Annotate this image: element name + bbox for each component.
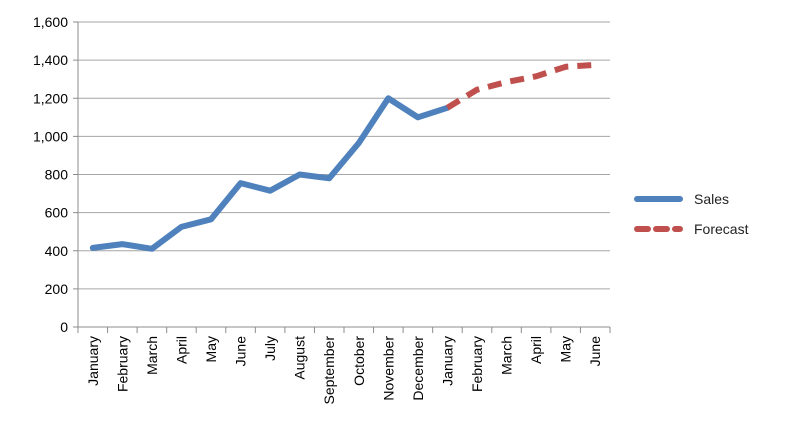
x-tick-label: January <box>85 336 101 386</box>
y-tick-label: 1,400 <box>33 52 68 68</box>
legend: Sales Forecast <box>634 191 749 237</box>
x-tick-label: March <box>144 336 160 375</box>
y-tick-label: 600 <box>45 205 69 221</box>
x-tick-label: May <box>203 336 219 362</box>
y-tick-label: 200 <box>45 281 69 297</box>
x-tick-label: November <box>380 336 396 401</box>
series-lines <box>89 61 596 252</box>
x-tick-label: June <box>233 336 249 367</box>
y-tick-label: 400 <box>45 243 69 259</box>
x-tick-label: July <box>262 336 278 361</box>
x-tick-label: February <box>469 336 485 392</box>
x-tick-labels: January February March April May June July Augu… <box>85 336 603 405</box>
x-tick-label: April <box>173 336 189 364</box>
x-tick-label: June <box>587 336 603 367</box>
y-tick-labels: 0 200 400 600 800 1,000 1,200 1,400 1,600 <box>33 14 68 335</box>
axes <box>73 21 611 333</box>
legend-label-sales: Sales <box>694 191 729 207</box>
series-line-sales <box>89 95 451 252</box>
x-tick-label: August <box>292 336 308 380</box>
y-tick-label: 1,200 <box>33 90 68 106</box>
x-tick-label: February <box>114 336 130 392</box>
y-tick-label: 1,600 <box>33 14 68 30</box>
y-tick-label: 0 <box>60 319 68 335</box>
legend-label-forecast: Forecast <box>694 221 749 237</box>
x-tick-label: May <box>558 336 574 362</box>
y-tick-label: 1,000 <box>33 128 68 144</box>
x-tick-label: March <box>499 336 515 375</box>
x-tick-label: October <box>351 336 367 386</box>
x-tick-label: April <box>528 336 544 364</box>
series-line-forecast <box>445 61 596 111</box>
x-tick-label: December <box>410 336 426 401</box>
gridlines <box>78 21 610 290</box>
x-tick-label: September <box>321 336 337 405</box>
y-tick-label: 800 <box>45 167 69 183</box>
x-tick-label: January <box>439 336 455 386</box>
